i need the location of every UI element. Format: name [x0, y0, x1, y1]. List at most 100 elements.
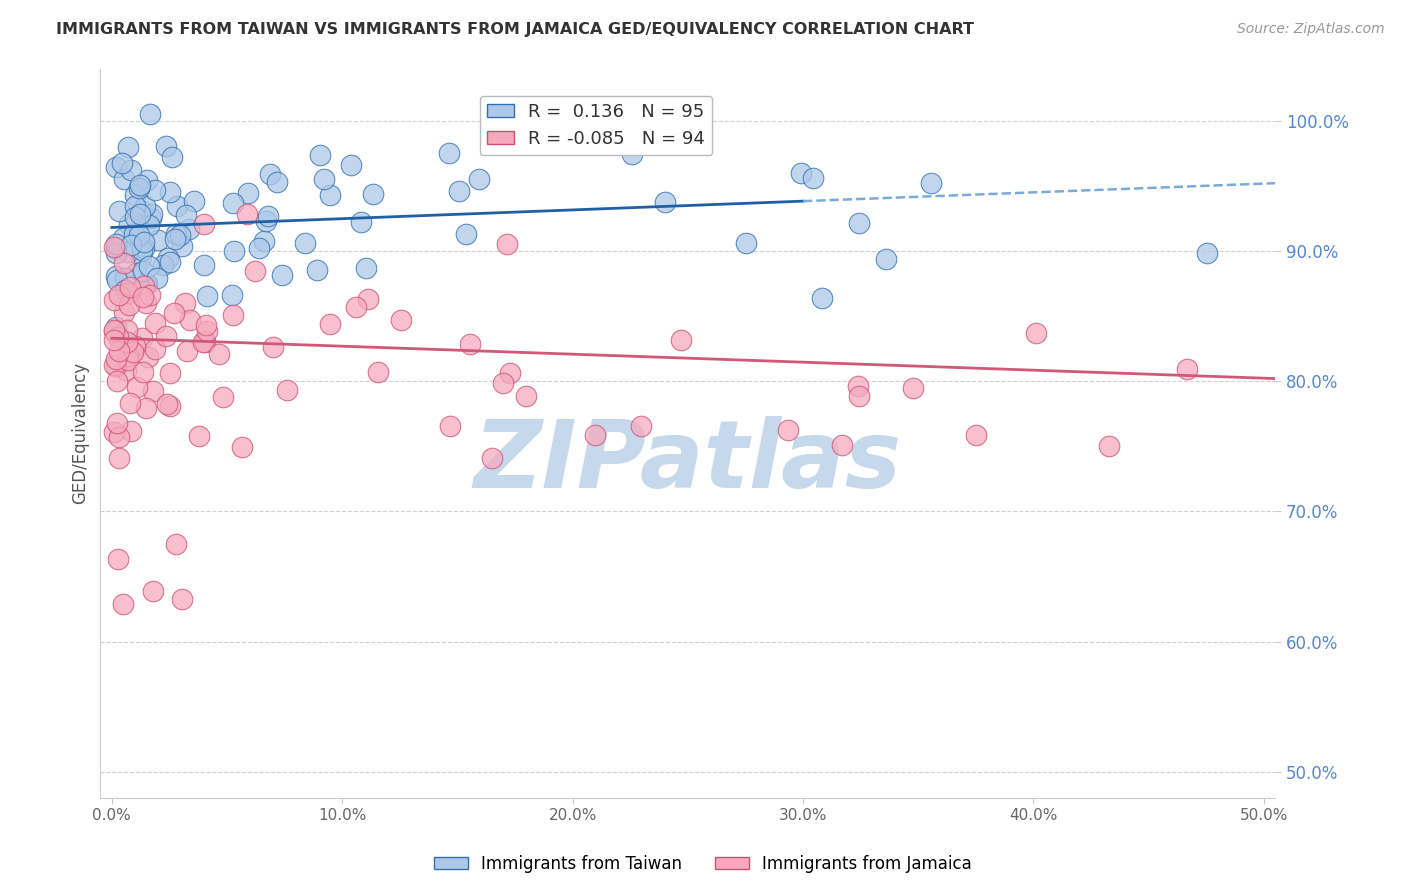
Point: [143, 342, 166, 356]
Point: [142, 583, 165, 598]
Point: [132, 365, 155, 379]
Point: [276, 384, 298, 398]
Point: [439, 146, 461, 161]
Point: [361, 187, 384, 202]
Point: [103, 334, 125, 348]
Legend: R =  0.136   N = 95, R = -0.085   N = 94: R = 0.136 N = 95, R = -0.085 N = 94: [479, 95, 713, 155]
Point: [236, 207, 259, 221]
Point: [103, 293, 125, 307]
Point: [350, 215, 373, 229]
Point: [165, 227, 187, 241]
Point: [173, 296, 195, 310]
Point: [108, 288, 131, 302]
Point: [152, 258, 174, 272]
Point: [159, 254, 181, 268]
Point: [122, 345, 145, 359]
Point: [515, 389, 537, 403]
Point: [108, 204, 131, 219]
Point: [221, 288, 243, 302]
Point: [222, 308, 245, 322]
Point: [111, 156, 134, 170]
Point: [965, 428, 987, 442]
Point: [357, 292, 380, 306]
Point: [344, 300, 367, 314]
Point: [143, 183, 166, 197]
Point: [107, 330, 129, 344]
Point: [128, 181, 150, 195]
Point: [499, 367, 522, 381]
Point: [146, 271, 169, 285]
Point: [169, 227, 191, 242]
Point: [257, 209, 280, 223]
Point: [117, 352, 139, 367]
Point: [118, 217, 141, 231]
Point: [340, 158, 363, 172]
Point: [112, 304, 135, 318]
Point: [138, 259, 160, 273]
Point: [159, 366, 181, 380]
Point: [183, 194, 205, 208]
Point: [107, 551, 129, 566]
Point: [105, 242, 128, 256]
Point: [129, 178, 152, 192]
Text: IMMIGRANTS FROM TAIWAN VS IMMIGRANTS FROM JAMAICA GED/EQUIVALENCY CORRELATION CH: IMMIGRANTS FROM TAIWAN VS IMMIGRANTS FRO…: [56, 22, 974, 37]
Point: [846, 379, 869, 393]
Point: [583, 428, 606, 442]
Point: [735, 235, 758, 250]
Point: [179, 312, 201, 326]
Point: [197, 289, 219, 303]
Point: [187, 429, 209, 443]
Point: [294, 235, 316, 250]
Point: [254, 214, 277, 228]
Point: [630, 418, 652, 433]
Point: [491, 376, 513, 390]
Point: [449, 184, 471, 198]
Point: [790, 166, 813, 180]
Point: [176, 344, 198, 359]
Point: [114, 270, 136, 285]
Point: [117, 245, 139, 260]
Point: [136, 277, 159, 291]
Point: [128, 227, 150, 242]
Point: [389, 313, 412, 327]
Point: [135, 401, 157, 415]
Point: [115, 362, 138, 376]
Point: [131, 330, 153, 344]
Point: [901, 381, 924, 395]
Point: [621, 147, 644, 161]
Point: [253, 234, 276, 248]
Y-axis label: GED/Equivalency: GED/Equivalency: [72, 362, 89, 504]
Point: [162, 150, 184, 164]
Point: [105, 359, 128, 373]
Point: [131, 243, 153, 257]
Point: [124, 210, 146, 224]
Point: [105, 269, 128, 284]
Point: [117, 349, 139, 363]
Point: [135, 276, 157, 290]
Point: [654, 195, 676, 210]
Point: [105, 374, 128, 388]
Point: [127, 380, 149, 394]
Point: [134, 199, 156, 213]
Point: [125, 266, 148, 280]
Point: [194, 318, 217, 333]
Point: [211, 390, 233, 404]
Point: [831, 437, 853, 451]
Point: [105, 272, 128, 286]
Point: [117, 140, 139, 154]
Point: [481, 450, 503, 465]
Point: [454, 227, 477, 242]
Point: [811, 291, 834, 305]
Point: [671, 333, 693, 347]
Point: [138, 218, 160, 232]
Point: [143, 316, 166, 330]
Point: [134, 278, 156, 293]
Point: [1195, 245, 1218, 260]
Point: [194, 334, 217, 348]
Point: [354, 261, 377, 276]
Point: [103, 323, 125, 337]
Point: [159, 185, 181, 199]
Point: [259, 167, 281, 181]
Point: [108, 343, 131, 358]
Point: [120, 163, 142, 178]
